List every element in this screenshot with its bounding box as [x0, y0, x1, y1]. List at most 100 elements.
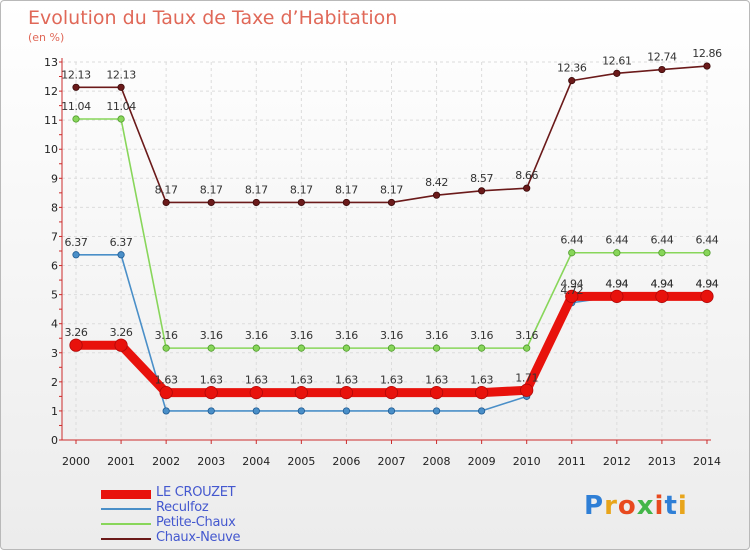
data-point-petite-chaux	[613, 249, 621, 257]
data-label-reculfoz: 6.37	[110, 236, 133, 249]
data-label-petite-chaux: 6.44	[650, 234, 673, 247]
data-label-chaux-neuve: 8.17	[290, 183, 313, 196]
data-label-le-crouzet: 3.26	[110, 326, 133, 339]
data-label-reculfoz: 4.94	[605, 277, 628, 290]
data-point-chaux-neuve	[342, 198, 351, 207]
data-label-petite-chaux: 3.16	[155, 329, 178, 342]
x-tick-label: 2000	[62, 455, 90, 468]
data-label-le-crouzet: 1.63	[200, 374, 223, 387]
data-point-reculfoz	[297, 407, 305, 415]
data-label-chaux-neuve: 8.42	[425, 176, 448, 189]
data-label-reculfoz: 6.37	[65, 236, 88, 249]
logo-letter: x	[636, 491, 655, 521]
data-point-le-crouzet	[114, 338, 128, 352]
data-point-reculfoz	[117, 251, 125, 259]
x-tick-label: 2014	[693, 455, 721, 468]
logo-letter: i	[654, 491, 665, 521]
data-point-le-crouzet	[565, 289, 579, 303]
data-label-chaux-neuve: 8.17	[155, 183, 178, 196]
logo-letter: P	[584, 491, 605, 521]
legend-label: Chaux-Neuve	[156, 530, 241, 545]
data-point-le-crouzet	[520, 383, 534, 397]
data-point-chaux-neuve	[252, 198, 260, 207]
data-label-chaux-neuve: 8.66	[515, 169, 538, 182]
data-point-petite-chaux	[162, 344, 170, 352]
data-label-chaux-neuve: 12.61	[602, 54, 632, 67]
data-label-petite-chaux: 3.16	[515, 329, 538, 342]
data-label-le-crouzet: 1.63	[380, 374, 403, 387]
y-tick-label: 6	[51, 260, 58, 273]
data-point-le-crouzet	[610, 289, 624, 303]
data-point-chaux-neuve	[72, 83, 80, 91]
data-label-petite-chaux: 3.16	[380, 329, 403, 342]
data-label-petite-chaux: 3.16	[335, 329, 358, 342]
data-point-chaux-neuve	[162, 198, 170, 207]
data-label-le-crouzet: 1.63	[155, 374, 178, 387]
x-tick-label: 2009	[468, 455, 496, 468]
data-point-le-crouzet	[69, 338, 83, 352]
x-tick-label: 2006	[332, 455, 360, 468]
data-point-chaux-neuve	[432, 191, 441, 199]
data-label-chaux-neuve: 12.86	[692, 47, 722, 60]
data-label-le-crouzet: 4.94	[696, 277, 719, 290]
data-label-petite-chaux: 6.44	[605, 234, 628, 247]
data-point-petite-chaux	[342, 344, 351, 352]
data-point-le-crouzet	[700, 289, 714, 303]
data-point-chaux-neuve	[703, 62, 711, 70]
data-point-petite-chaux	[252, 344, 260, 352]
x-tick-label: 2003	[197, 455, 225, 468]
data-point-chaux-neuve	[568, 77, 576, 85]
data-point-le-crouzet	[655, 289, 669, 303]
data-point-reculfoz	[207, 407, 215, 415]
data-point-le-crouzet	[475, 386, 489, 400]
logo-letter: t	[664, 491, 678, 521]
y-tick-label: 13	[44, 56, 58, 69]
y-tick-label: 8	[51, 201, 58, 214]
x-tick-label: 2005	[287, 455, 315, 468]
logo-letter: i	[677, 491, 688, 521]
data-label-le-crouzet: 1.63	[290, 374, 313, 387]
y-tick-label: 10	[44, 143, 58, 156]
data-label-le-crouzet: 1.63	[335, 374, 358, 387]
legend-swatch	[101, 508, 151, 510]
chart-title: Evolution du Taux de Taxe d’Habitation	[28, 7, 398, 29]
data-label-le-crouzet: 1.63	[425, 374, 448, 387]
data-point-le-crouzet	[384, 386, 399, 400]
y-tick-label: 4	[51, 318, 58, 331]
y-tick-label: 12	[44, 85, 58, 98]
data-point-petite-chaux	[72, 115, 80, 123]
data-point-petite-chaux	[432, 344, 441, 352]
data-label-le-crouzet: 4.94	[605, 277, 628, 290]
data-label-le-crouzet: 1.63	[245, 374, 268, 387]
data-label-le-crouzet: 1.63	[470, 374, 493, 387]
legend-item: Petite-Chaux	[101, 515, 361, 531]
legend-label: Petite-Chaux	[156, 515, 236, 530]
data-point-chaux-neuve	[117, 83, 125, 91]
data-point-reculfoz	[72, 251, 80, 259]
legend-label: LE CROUZET	[156, 485, 236, 500]
x-tick-label: 2010	[513, 455, 541, 468]
data-point-reculfoz	[387, 407, 396, 415]
y-tick-label: 9	[51, 172, 58, 185]
data-label-chaux-neuve: 12.13	[106, 68, 136, 81]
data-label-chaux-neuve: 8.17	[200, 183, 223, 196]
data-label-le-crouzet: 4.94	[560, 277, 583, 290]
x-tick-label: 2013	[648, 455, 676, 468]
data-point-petite-chaux	[297, 344, 305, 352]
data-label-reculfoz: 4.94	[696, 277, 719, 290]
x-tick-label: 2008	[423, 455, 451, 468]
data-label-chaux-neuve: 8.17	[335, 183, 358, 196]
data-point-chaux-neuve	[297, 198, 305, 207]
data-label-le-crouzet: 1.71	[515, 371, 538, 384]
logo-letter: r	[604, 491, 618, 521]
legend-label: Reculfoz	[156, 500, 209, 515]
x-tick-label: 2002	[152, 455, 180, 468]
x-tick-label: 2001	[107, 455, 135, 468]
x-tick-label: 2007	[377, 455, 405, 468]
data-label-layer: 12.13 12.13 8.17 8.17 8.17 8.17 8.17 8.17 8.42 8.…	[61, 47, 722, 387]
data-point-chaux-neuve	[658, 65, 666, 74]
logo-letter: o	[617, 491, 637, 521]
data-label-petite-chaux: 11.04	[106, 100, 136, 113]
x-tick-label: 2011	[558, 455, 586, 468]
